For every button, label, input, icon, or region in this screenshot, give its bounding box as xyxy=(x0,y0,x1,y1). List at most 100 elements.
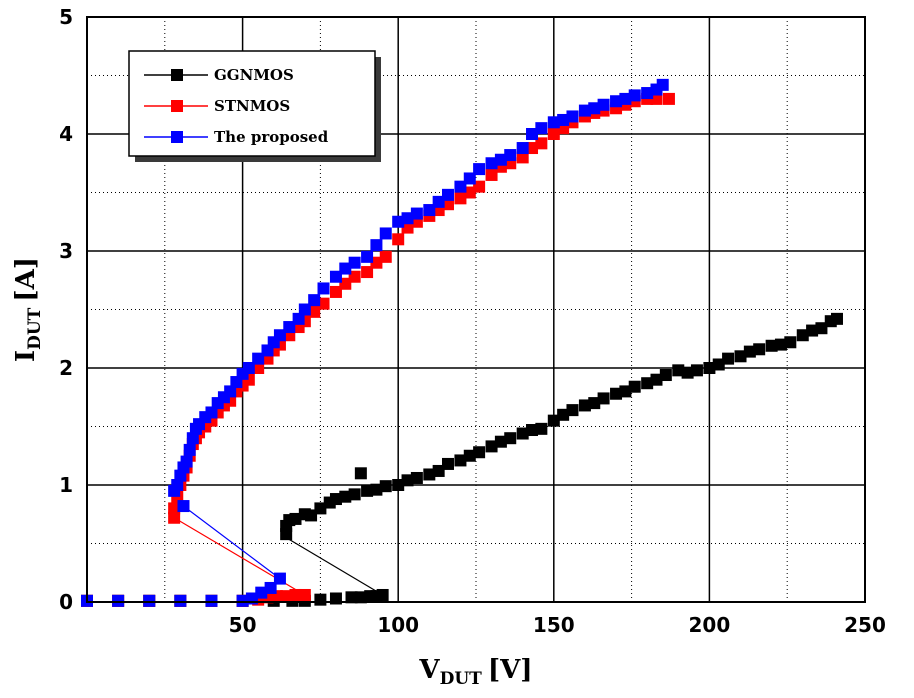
data-point xyxy=(815,322,828,335)
data-point xyxy=(308,294,321,307)
data-point xyxy=(401,221,414,234)
series-2 xyxy=(81,78,669,607)
y-tick-label: 1 xyxy=(59,473,73,497)
data-point xyxy=(392,479,405,491)
data-point xyxy=(236,594,249,607)
x-axis-label-unit: [V] xyxy=(488,655,533,685)
snapback-line xyxy=(285,537,383,596)
data-point xyxy=(619,385,632,398)
data-point xyxy=(339,277,352,290)
data-point xyxy=(177,500,190,513)
data-point xyxy=(628,89,641,102)
data-point xyxy=(516,427,529,440)
data-point xyxy=(672,364,685,377)
data-point xyxy=(547,116,560,129)
data-point xyxy=(743,345,756,358)
data-point xyxy=(659,369,672,382)
data-point xyxy=(423,468,436,481)
data-point xyxy=(516,151,529,164)
legend-marker xyxy=(171,131,183,143)
x-axis-label-sub: DUT xyxy=(440,669,483,689)
data-point xyxy=(441,198,454,211)
x-tick-label: 50 xyxy=(229,613,257,637)
data-point xyxy=(401,474,414,487)
data-point xyxy=(143,594,156,607)
data-point xyxy=(765,339,778,352)
data-point xyxy=(314,502,327,515)
y-axis-label-unit: [A] xyxy=(11,257,41,302)
data-point xyxy=(183,443,196,456)
data-point xyxy=(264,581,277,594)
data-point xyxy=(348,270,361,283)
data-point xyxy=(619,92,632,105)
data-point xyxy=(186,432,199,445)
data-point xyxy=(830,312,843,325)
data-point xyxy=(485,157,498,170)
data-point xyxy=(535,422,548,435)
data-point xyxy=(473,446,486,459)
snapback-line xyxy=(183,505,281,580)
data-point xyxy=(168,502,181,515)
data-point xyxy=(454,454,467,467)
data-point xyxy=(722,352,735,365)
data-point xyxy=(463,449,476,462)
data-point xyxy=(641,87,654,100)
legend-marker xyxy=(171,100,183,112)
data-point xyxy=(329,493,342,506)
data-point xyxy=(401,212,414,225)
data-point xyxy=(305,509,318,522)
series-1 xyxy=(81,92,675,607)
data-point xyxy=(180,455,193,468)
data-point xyxy=(784,336,797,349)
data-point xyxy=(712,358,725,371)
data-point xyxy=(224,385,237,398)
x-tick-label: 150 xyxy=(533,613,575,637)
series-layer xyxy=(81,78,843,607)
legend-marker xyxy=(171,69,183,81)
data-point xyxy=(252,352,265,365)
data-point xyxy=(379,480,392,493)
tick-labels: 50 100 150 200 250 0 1 2 3 4 5 xyxy=(59,5,886,637)
data-point xyxy=(289,588,302,601)
data-point xyxy=(535,122,548,135)
data-point xyxy=(504,432,517,445)
y-axis-label-sub: DUT xyxy=(25,307,45,350)
data-point xyxy=(588,397,601,410)
data-point xyxy=(432,464,445,477)
x-axis-label: VDUT [V] xyxy=(418,655,532,689)
data-point xyxy=(641,377,654,390)
legend-entry: The proposed xyxy=(144,128,329,146)
data-point xyxy=(628,380,641,393)
data-point xyxy=(535,137,548,150)
data-point xyxy=(516,142,529,155)
data-point xyxy=(597,392,610,405)
data-point xyxy=(690,364,703,377)
data-point xyxy=(473,163,486,176)
data-point xyxy=(504,149,517,162)
data-point xyxy=(774,338,787,351)
data-point xyxy=(473,180,486,193)
data-point xyxy=(463,172,476,185)
x-axis-label-main: V xyxy=(418,655,440,685)
legend-box xyxy=(128,50,376,157)
data-point xyxy=(485,440,498,453)
data-point xyxy=(289,512,302,525)
data-point xyxy=(610,387,623,400)
data-point xyxy=(681,366,694,379)
legend-entries: GGNMOS STNMOS The proposed xyxy=(144,66,329,146)
data-point xyxy=(392,233,405,246)
data-point xyxy=(441,188,454,201)
data-point xyxy=(494,435,507,448)
data-point xyxy=(348,256,361,269)
data-point xyxy=(379,250,392,263)
legend-entry: GGNMOS xyxy=(144,66,294,84)
data-point xyxy=(280,590,293,603)
data-point xyxy=(806,324,819,337)
data-point xyxy=(578,399,591,412)
data-point xyxy=(348,488,361,501)
data-point xyxy=(662,92,675,105)
data-point xyxy=(494,153,507,166)
data-point xyxy=(463,186,476,199)
